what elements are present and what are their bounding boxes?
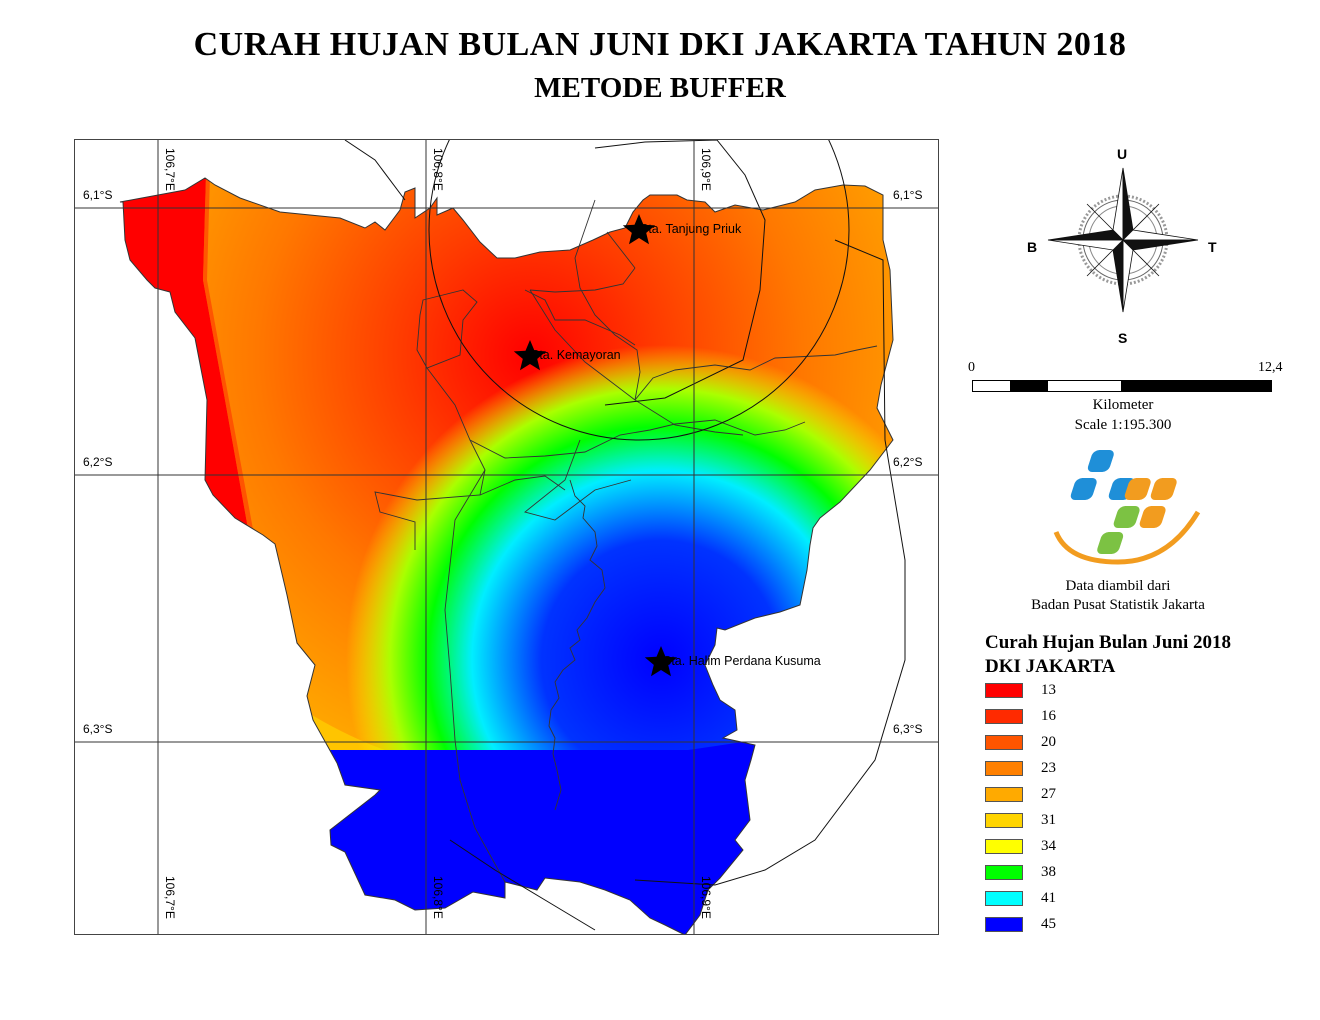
legend-item: 45 — [985, 916, 1056, 933]
legend-swatch — [985, 839, 1023, 854]
lon-label-bottom-2: 106,8°E — [431, 876, 445, 919]
legend-item: 27 — [985, 786, 1056, 803]
lat-label-right-3: 6,3°S — [893, 722, 923, 736]
buffer-circles — [344, 140, 906, 931]
legend-value: 20 — [1041, 734, 1056, 750]
legend-value: 45 — [1041, 916, 1056, 932]
station-star-kemayoran — [513, 340, 547, 371]
source-line-1: Data diambil dari — [1065, 578, 1171, 594]
legend-swatch — [985, 865, 1023, 880]
compass-south-label: S — [1118, 330, 1128, 346]
station-star-halim — [644, 646, 678, 677]
lon-label-bottom-3: 106,9°E — [699, 876, 713, 919]
station-label-tanjung-priuk: Sta. Tanjung Priuk — [640, 222, 742, 236]
source-line-2: Badan Pusat Statistik Jakarta — [1031, 597, 1205, 613]
compass-west-label: B — [1027, 239, 1038, 255]
legend-item: 34 — [985, 838, 1056, 855]
legend-value: 27 — [1041, 786, 1056, 802]
district-boundaries — [374, 199, 878, 883]
lon-label-top-2: 106,8°E — [431, 148, 445, 191]
legend-swatch — [985, 761, 1023, 776]
legend-value: 31 — [1041, 812, 1056, 828]
legend-swatch — [985, 813, 1023, 828]
legend-title-1: Curah Hujan Bulan Juni 2018 — [985, 632, 1232, 653]
scale-start-label: 0 — [968, 360, 975, 375]
station-markers — [513, 214, 678, 677]
legend-swatch — [985, 787, 1023, 802]
graticule — [75, 140, 938, 934]
legend-value: 34 — [1041, 838, 1056, 854]
lon-label-top-3: 106,9°E — [699, 148, 713, 191]
legend-value: 23 — [1041, 760, 1056, 776]
legend-item: 16 — [985, 708, 1056, 725]
legend-value: 41 — [1041, 890, 1056, 906]
station-label-kemayoran: Sta. Kemayoran — [531, 348, 621, 362]
rainfall-surface — [120, 178, 893, 934]
map-subtitle: METODE BUFFER — [534, 72, 786, 104]
lon-label-bottom-1: 106,7°E — [163, 876, 177, 919]
legend-item: 41 — [985, 890, 1056, 907]
legend-item: 20 — [985, 734, 1056, 751]
scale-ratio-label: Scale 1:195.300 — [1074, 417, 1172, 433]
legend-swatch — [985, 917, 1023, 932]
rainfall-map — [75, 140, 938, 934]
legend-value: 16 — [1041, 708, 1056, 724]
compass-east-label: T — [1208, 239, 1217, 255]
station-label-halim: Sta. Halim Perdana Kusuma — [663, 654, 821, 668]
legend-swatch — [985, 735, 1023, 750]
lat-label-right-1: 6,1°S — [893, 188, 923, 202]
legend-value: 13 — [1041, 682, 1056, 698]
lat-label-right-2: 6,2°S — [893, 455, 923, 469]
legend-value: 38 — [1041, 864, 1056, 880]
province-outline — [119, 177, 894, 934]
compass-north-label: U — [1117, 146, 1128, 162]
legend-swatch — [985, 891, 1023, 906]
legend-item: 23 — [985, 760, 1056, 777]
map-frame: Sta. Tanjung Priuk Sta. Kemayoran Sta. H… — [74, 139, 939, 935]
bps-logo-icon — [1048, 442, 1208, 572]
legend-title-2: DKI JAKARTA — [985, 656, 1116, 677]
lat-label-left-1: 6,1°S — [83, 188, 113, 202]
lon-label-top-1: 106,7°E — [163, 148, 177, 191]
legend-item: 13 — [985, 682, 1056, 699]
legend-item: 31 — [985, 812, 1056, 829]
lat-label-left-3: 6,3°S — [83, 722, 113, 736]
legend-item: 38 — [985, 864, 1056, 881]
legend-swatch — [985, 683, 1023, 698]
scale-end-label: 12,4 — [1258, 360, 1283, 375]
scale-unit-label: Kilometer — [1092, 397, 1154, 413]
scale-bar — [972, 380, 1272, 392]
lat-label-left-2: 6,2°S — [83, 455, 113, 469]
map-title: CURAH HUJAN BULAN JUNI DKI JAKARTA TAHUN… — [193, 26, 1127, 63]
legend-swatch — [985, 709, 1023, 724]
compass-rose-icon: U S B T — [1020, 140, 1230, 350]
station-star-tanjung-priuk — [622, 214, 656, 245]
river-boundary — [548, 479, 606, 811]
